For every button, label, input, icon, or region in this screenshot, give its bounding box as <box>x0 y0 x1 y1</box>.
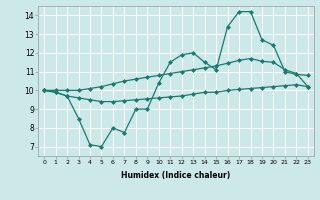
X-axis label: Humidex (Indice chaleur): Humidex (Indice chaleur) <box>121 171 231 180</box>
